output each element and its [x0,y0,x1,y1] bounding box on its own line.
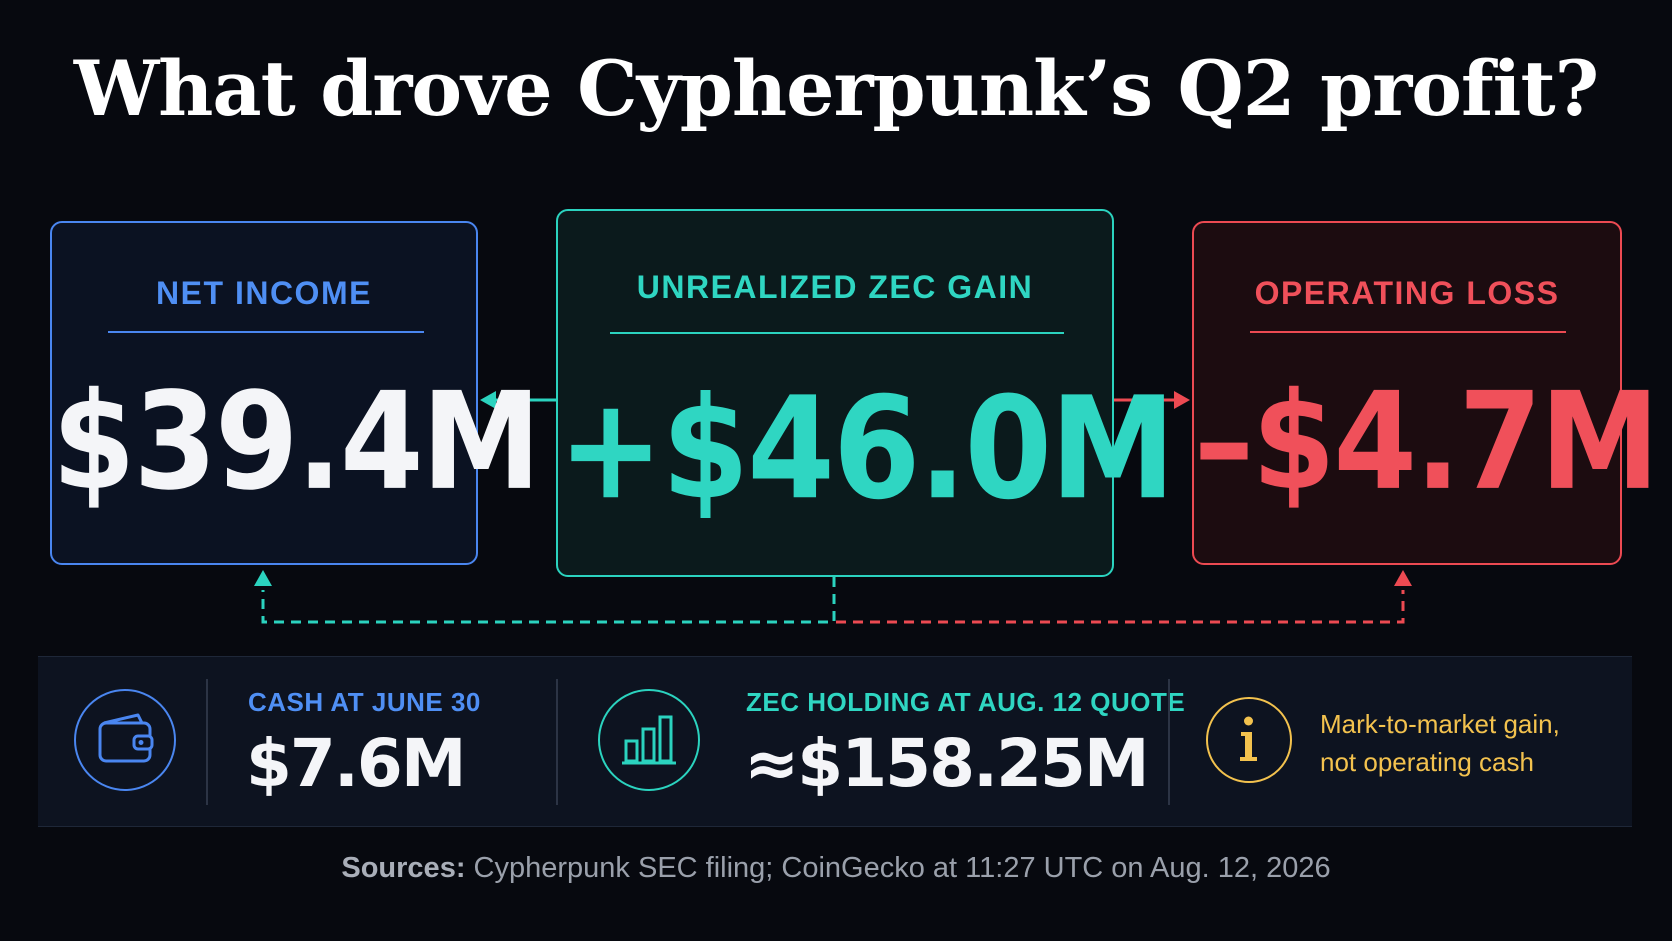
zec-gain-rule [610,332,1064,334]
dashed-path-red [836,570,1412,624]
stat-divider [556,679,558,805]
wallet-icon [74,689,176,791]
bar-chart-icon [598,689,700,791]
zec-holding-label: ZEC HOLDING AT AUG. 12 QUOTE [746,687,1186,717]
zec-gain-card: UNREALIZED ZEC GAIN +$46.0M [556,209,1176,577]
sources-footer: Sources: Cypherpunk SEC filing; CoinGeck… [0,852,1672,885]
zec-gain-label: UNREALIZED ZEC GAIN [636,269,1034,305]
net-income-rule [108,331,424,333]
sources-label: Sources: [341,852,466,884]
info-icon [1206,697,1292,783]
operating-loss-rule [1250,331,1566,333]
stat-divider [206,679,208,805]
mark-to-market-note: Mark-to-market gain, not operating cash [1320,705,1620,781]
stat-divider [1168,679,1170,805]
operating-loss-card: OPERATING LOSS –$4.7M [1192,221,1660,565]
note-line-2: not operating cash [1320,747,1534,777]
note-line-1: Mark-to-market gain, [1320,709,1560,739]
operating-loss-value: –$4.7M [1194,364,1660,521]
stats-strip: CASH AT JUNE 30 $7.6M ZEC HOLDING AT AUG… [38,656,1632,827]
net-income-card: NET INCOME $39.4M [50,221,541,565]
sources-text: Cypherpunk SEC filing; CoinGecko at 11:2… [473,852,1331,884]
net-income-label: NET INCOME [156,275,372,311]
cash-value: $7.6M [246,725,467,802]
net-income-value: $39.4M [52,364,541,521]
zec-gain-value: +$46.0M [558,366,1176,531]
zec-holding-value: ≈$158.25M [744,725,1150,802]
cash-label: CASH AT JUNE 30 [248,687,481,717]
operating-loss-label: OPERATING LOSS [1254,275,1560,311]
dashed-path-teal [254,570,836,624]
page-title: What drove Cypherpunk’s Q2 profit? [73,44,1599,133]
